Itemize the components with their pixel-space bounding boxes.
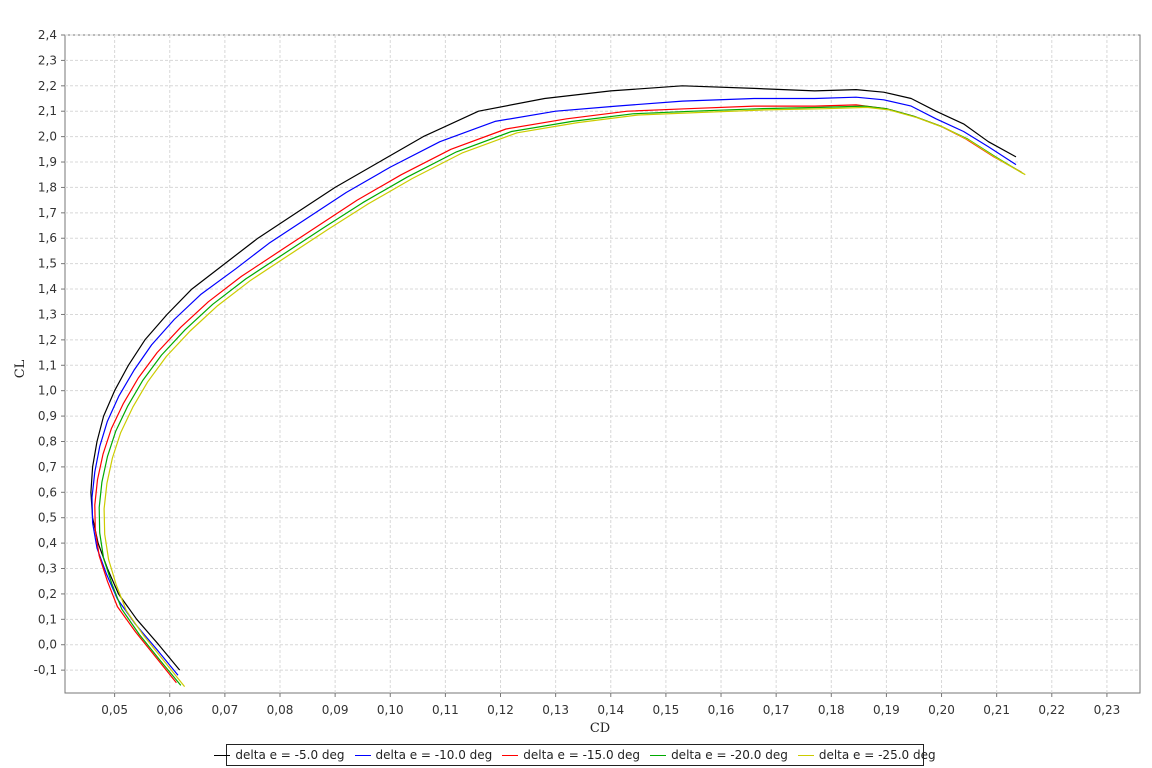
- x-tick-label: 0,20: [928, 703, 955, 717]
- y-tick-label: 1,7: [38, 206, 57, 220]
- y-tick-label: 1,9: [38, 155, 57, 169]
- x-tick-label: 0,11: [432, 703, 459, 717]
- x-tick-label: 0,17: [763, 703, 790, 717]
- series-line-1: [90, 85, 1017, 671]
- plot-area: [64, 34, 1141, 694]
- y-axis: -0,1 0,0 0,1 0,2 0,3 0,4 0,5 0,6 0,7 0,8 0,9 1,0 1,1…: [34, 28, 65, 677]
- y-tick-label: 1,4: [38, 282, 57, 296]
- y-tick-label: 0,7: [38, 460, 57, 474]
- y-tick-label: 0,9: [38, 409, 57, 423]
- legend-item: delta e = -5.0 deg: [214, 748, 345, 762]
- y-tick-label: 1,3: [38, 307, 57, 321]
- y-tick-label: 1,0: [38, 384, 57, 398]
- x-tick-label: 0,15: [653, 703, 680, 717]
- x-tick-label: 0,07: [212, 703, 239, 717]
- legend-label: delta e = -15.0 deg: [523, 748, 641, 762]
- x-tick-label: 0,23: [1094, 703, 1121, 717]
- series-line-4: [98, 105, 1024, 686]
- y-tick-label: 1,8: [38, 180, 57, 194]
- legend: delta e = -5.0 deg delta e = -10.0 deg del…: [214, 744, 936, 766]
- y-tick-label: 2,1: [38, 104, 57, 118]
- series-line-5: [103, 106, 1026, 687]
- x-tick-label: 0,09: [322, 703, 349, 717]
- grid-lines: [65, 34, 1140, 693]
- legend-item: delta e = -20.0 deg: [650, 748, 788, 762]
- y-tick-label: 2,3: [38, 53, 57, 67]
- y-tick-label: 0,1: [38, 612, 57, 626]
- legend-item: delta e = -10.0 deg: [354, 748, 493, 762]
- x-tick-label: 0,19: [873, 703, 900, 717]
- y-axis-title: CL: [13, 359, 28, 378]
- x-tick-label: 0,22: [1038, 703, 1065, 717]
- y-tick-label: 0,4: [38, 536, 57, 550]
- legend-item: delta e = -25.0 deg: [797, 748, 936, 762]
- x-tick-label: 0,08: [267, 703, 294, 717]
- x-tick-label: 0,18: [818, 703, 845, 717]
- legend-label: delta e = -25.0 deg: [818, 748, 936, 762]
- y-tick-label: 0,5: [38, 511, 57, 525]
- legend-swatch: [650, 754, 667, 756]
- series-lines: [90, 85, 1026, 687]
- legend-swatch: [214, 754, 231, 756]
- x-tick-label: 0,05: [101, 703, 128, 717]
- legend-label: delta e = -5.0 deg: [235, 748, 345, 762]
- x-axis: 0,05 0,06 0,07 0,08 0,09 0,10 0,11 0,12 0,13 0,14…: [101, 693, 1120, 717]
- y-tick-label: 1,6: [38, 231, 57, 245]
- legend-label: delta e = -20.0 deg: [671, 748, 788, 762]
- y-tick-label: 0,8: [38, 434, 57, 448]
- x-tick-label: 0,21: [983, 703, 1010, 717]
- x-tick-label: 0,10: [377, 703, 404, 717]
- y-tick-label: 1,5: [38, 257, 57, 271]
- y-tick-label: 1,1: [38, 358, 57, 372]
- y-tick-label: 1,2: [38, 333, 57, 347]
- legend-swatch: [354, 754, 371, 756]
- y-tick-label: 0,3: [38, 562, 57, 576]
- x-tick-label: 0,13: [542, 703, 569, 717]
- y-tick-label: 0,0: [38, 638, 57, 652]
- y-tick-label: -0,1: [34, 663, 57, 677]
- x-tick-label: 0,16: [708, 703, 735, 717]
- legend-item: delta e = -15.0 deg: [502, 748, 640, 762]
- x-tick-label: 0,06: [156, 703, 183, 717]
- x-tick-label: 0,12: [487, 703, 514, 717]
- y-tick-label: 0,2: [38, 587, 57, 601]
- y-tick-label: 0,6: [38, 485, 57, 499]
- legend-swatch: [797, 754, 814, 756]
- y-tick-label: 2,4: [38, 28, 57, 42]
- y-tick-label: 2,2: [38, 79, 57, 93]
- x-axis-title: CD: [590, 721, 610, 736]
- legend-label: delta e = -10.0 deg: [375, 748, 493, 762]
- legend-swatch: [502, 754, 519, 756]
- series-line-2: [91, 96, 1017, 676]
- x-tick-label: 0,14: [597, 703, 624, 717]
- y-tick-label: 2,0: [38, 130, 57, 144]
